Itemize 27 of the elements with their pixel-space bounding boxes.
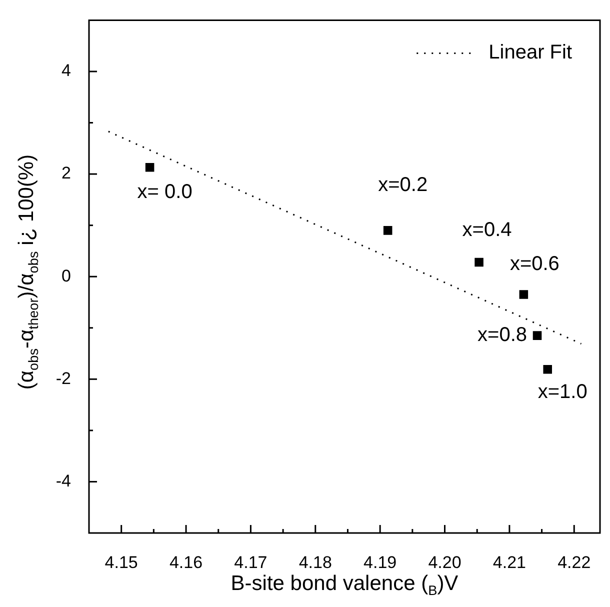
y-tick-label: 0	[62, 266, 71, 286]
x-tick-label: 4.22	[558, 552, 591, 572]
point	[532, 331, 542, 340]
x-tick-label: 4.17	[234, 552, 268, 572]
annotation: x=0.8	[478, 324, 527, 346]
x-tick-label: 4.15	[104, 552, 138, 572]
x-tick-label: 4.16	[169, 552, 203, 572]
x-tick-label: 4.19	[364, 552, 397, 572]
legend-label: Linear Fit	[488, 42, 572, 64]
x-axis-title: B-site bond valence ($_{B}$)V	[230, 572, 460, 598]
annotation: x=0.4	[462, 218, 512, 241]
annotation: x=1.0	[538, 380, 588, 403]
point	[145, 162, 154, 172]
x-tick-label: 4.21	[492, 552, 526, 572]
x-tick-label: 4.20	[428, 552, 462, 572]
point	[383, 226, 392, 235]
x-tick-label: 4.18	[298, 552, 332, 572]
y-tick-label: 4	[62, 61, 71, 80]
y-tick-label: -2	[56, 368, 71, 388]
annotation: x=0.6	[510, 253, 560, 276]
point	[474, 258, 484, 267]
y-tick-label: 2	[62, 164, 71, 183]
annotation: x=0.2	[378, 174, 428, 196]
y-tick-label: -4	[56, 471, 71, 490]
point	[519, 290, 528, 299]
annotation: x= 0.0	[137, 180, 192, 203]
point	[543, 365, 552, 374]
